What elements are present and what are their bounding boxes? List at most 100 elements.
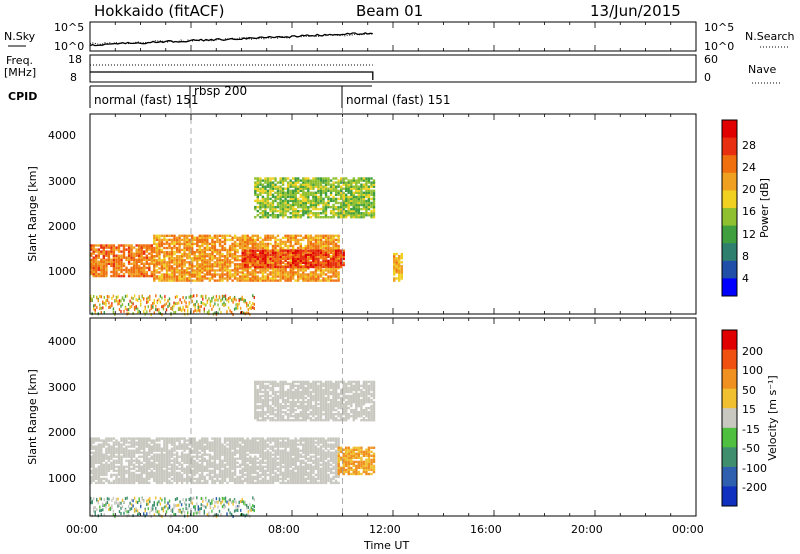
power-cell <box>345 185 348 188</box>
cpid-mode-1: normal (fast) 151 <box>94 93 198 107</box>
velocity-cell <box>254 439 257 442</box>
power-cell <box>241 311 243 314</box>
power-cell <box>241 265 244 269</box>
power-cell <box>244 249 247 252</box>
power-cell <box>312 277 315 280</box>
power-cell <box>304 203 307 207</box>
velocity-cell <box>155 463 159 466</box>
power-cell <box>266 193 270 196</box>
velocity-cell <box>269 447 272 450</box>
velocity-cell <box>100 451 103 454</box>
power-cell <box>284 267 287 270</box>
power-cell <box>236 259 239 262</box>
velocity-cell <box>299 479 302 483</box>
power-cell <box>274 205 277 209</box>
velocity-cell <box>216 477 219 481</box>
velocity-cell <box>105 443 108 446</box>
power-cell <box>286 189 290 192</box>
power-cell <box>193 252 196 256</box>
power-cell <box>261 261 265 265</box>
velocity-cell <box>297 455 300 458</box>
power-cell <box>221 279 224 282</box>
power-cell <box>297 257 300 261</box>
power-cell <box>307 201 310 205</box>
power-cell <box>372 205 376 209</box>
power-cell <box>332 267 335 270</box>
power-cell <box>107 260 111 263</box>
power-cell <box>94 303 96 307</box>
velocity-cell <box>208 453 212 456</box>
power-cell <box>281 265 285 269</box>
power-cell <box>241 240 244 244</box>
velocity-cell <box>297 453 300 456</box>
power-cell <box>102 256 105 259</box>
power-cell <box>269 181 272 184</box>
power-cell <box>271 212 275 215</box>
power-cell <box>233 297 236 301</box>
power-cell <box>125 268 128 272</box>
power-cell <box>324 236 328 239</box>
power-cell <box>350 187 353 190</box>
power-cell <box>201 236 204 239</box>
power-cell <box>191 267 194 270</box>
power-cell <box>309 265 313 269</box>
velocity-cell <box>180 475 184 479</box>
velocity-cell <box>322 473 325 477</box>
power-cell <box>284 195 287 199</box>
velocity-cell <box>312 469 315 472</box>
power-cell <box>261 191 265 194</box>
power-cell <box>95 254 98 257</box>
power-cell <box>97 262 100 265</box>
velocity-cell <box>120 437 123 440</box>
power-cell <box>233 252 237 256</box>
power-cell <box>231 242 234 246</box>
velocity-cell <box>138 439 141 442</box>
power-cell <box>302 238 305 242</box>
power-cell <box>256 199 259 203</box>
power-cell <box>127 270 131 274</box>
velocity-cell <box>193 443 196 446</box>
power-cell <box>191 275 194 278</box>
velocity-cell <box>115 447 118 450</box>
power-cell <box>143 250 146 253</box>
velocity-cell <box>132 443 136 446</box>
velocity-cell <box>312 447 315 450</box>
power-cell <box>322 271 325 274</box>
power-cell <box>314 207 318 211</box>
power-cell <box>317 212 320 215</box>
velocity-cell <box>314 447 318 450</box>
velocity-cell <box>188 443 191 446</box>
power-cell <box>279 187 282 190</box>
power-cell <box>324 259 328 263</box>
velocity-cell <box>163 471 166 475</box>
velocity-cell <box>299 475 302 479</box>
power-cell <box>135 268 138 272</box>
velocity-cell <box>135 437 138 440</box>
power-cell <box>292 183 295 186</box>
power-cell <box>206 299 209 303</box>
velocity-cell <box>92 473 95 477</box>
velocity-cell <box>100 481 103 485</box>
power-cell <box>163 238 166 242</box>
velocity-cell <box>183 453 186 456</box>
velocity-cell <box>246 449 249 452</box>
power-cell <box>193 273 196 276</box>
power-cell <box>297 203 300 207</box>
power-cell <box>314 275 318 278</box>
power-cell <box>340 259 343 263</box>
power-cell <box>372 199 376 203</box>
power-cell <box>259 255 262 258</box>
velocity-cell <box>241 461 244 464</box>
power-cell <box>279 214 282 217</box>
power-cell <box>307 238 310 242</box>
power-cell <box>233 277 237 280</box>
power-cell <box>337 244 340 248</box>
power-cell <box>239 240 242 244</box>
velocity-cell <box>213 459 217 462</box>
power-cell <box>108 295 110 299</box>
power-cell <box>319 189 323 192</box>
power-cell <box>284 193 287 196</box>
power-cell <box>297 259 300 263</box>
power-cell <box>334 191 338 194</box>
velocity-cell <box>183 443 186 446</box>
